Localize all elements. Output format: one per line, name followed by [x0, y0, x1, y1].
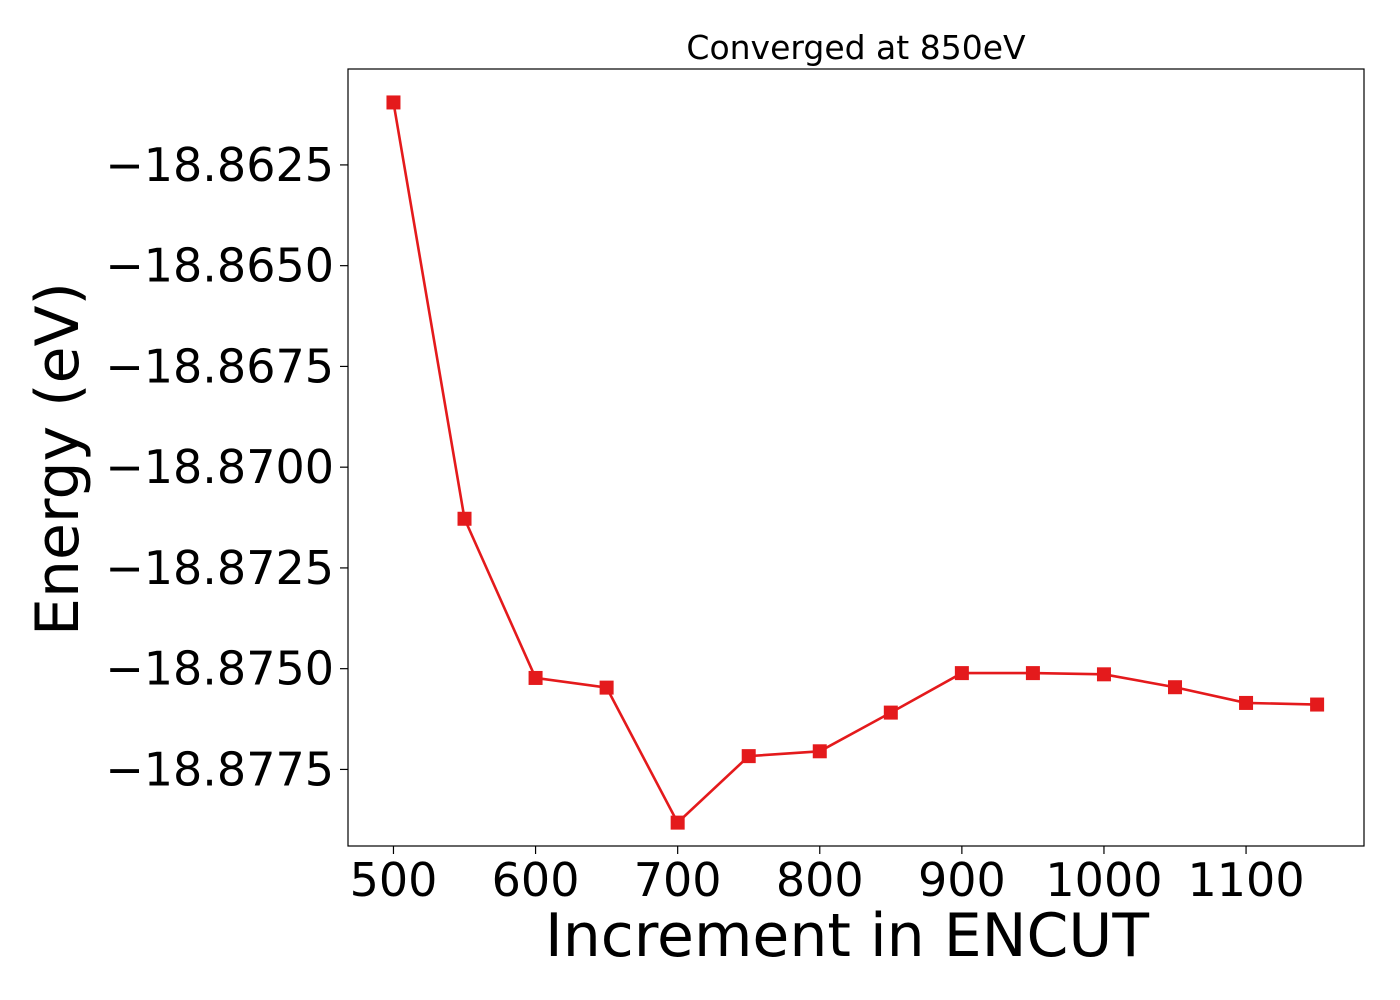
data-point	[528, 670, 543, 685]
data-point	[457, 511, 472, 526]
x-tick-label: 800	[776, 853, 864, 907]
data-point	[386, 95, 401, 110]
data-point	[1096, 667, 1111, 682]
data-point	[599, 680, 614, 695]
y-tick-label: −18.8700	[105, 440, 334, 494]
data-point	[1239, 695, 1254, 710]
x-tick-label: 500	[350, 853, 438, 907]
y-tick-label: −18.8725	[105, 541, 334, 595]
x-tick-label: 900	[918, 853, 1006, 907]
data-point	[670, 815, 685, 830]
plot-area	[386, 95, 1325, 830]
y-tick-label: −18.8675	[105, 339, 334, 393]
y-axis: −18.8625 −18.8650 −18.8675 −18.8700 −18.8725…	[105, 138, 348, 796]
data-point	[954, 666, 969, 681]
data-point	[1310, 697, 1325, 712]
y-tick-label: −18.8750	[105, 642, 334, 696]
data-point	[812, 744, 827, 759]
data-point	[1168, 680, 1183, 695]
data-point	[741, 749, 756, 764]
y-axis-title: Energy (eV)	[23, 282, 93, 636]
x-axis-title: Increment in ENCUT	[545, 901, 1149, 971]
y-tick-label: −18.8650	[105, 239, 334, 293]
x-tick-label: 600	[492, 853, 580, 907]
x-tick-label: 700	[634, 853, 722, 907]
x-tick-label: 1000	[1045, 853, 1162, 907]
data-point	[1025, 666, 1040, 681]
x-tick-label: 1100	[1188, 853, 1305, 907]
plot-frame	[347, 68, 1365, 847]
y-tick-label: −18.8625	[105, 138, 334, 192]
x-axis: 500 600 700 800 900 1000 1100	[350, 846, 1305, 907]
data-point	[883, 705, 898, 720]
series-line	[392, 102, 1318, 825]
chart-title: Converged at 850eV	[686, 28, 1026, 67]
y-tick-label: −18.8775	[105, 742, 334, 796]
